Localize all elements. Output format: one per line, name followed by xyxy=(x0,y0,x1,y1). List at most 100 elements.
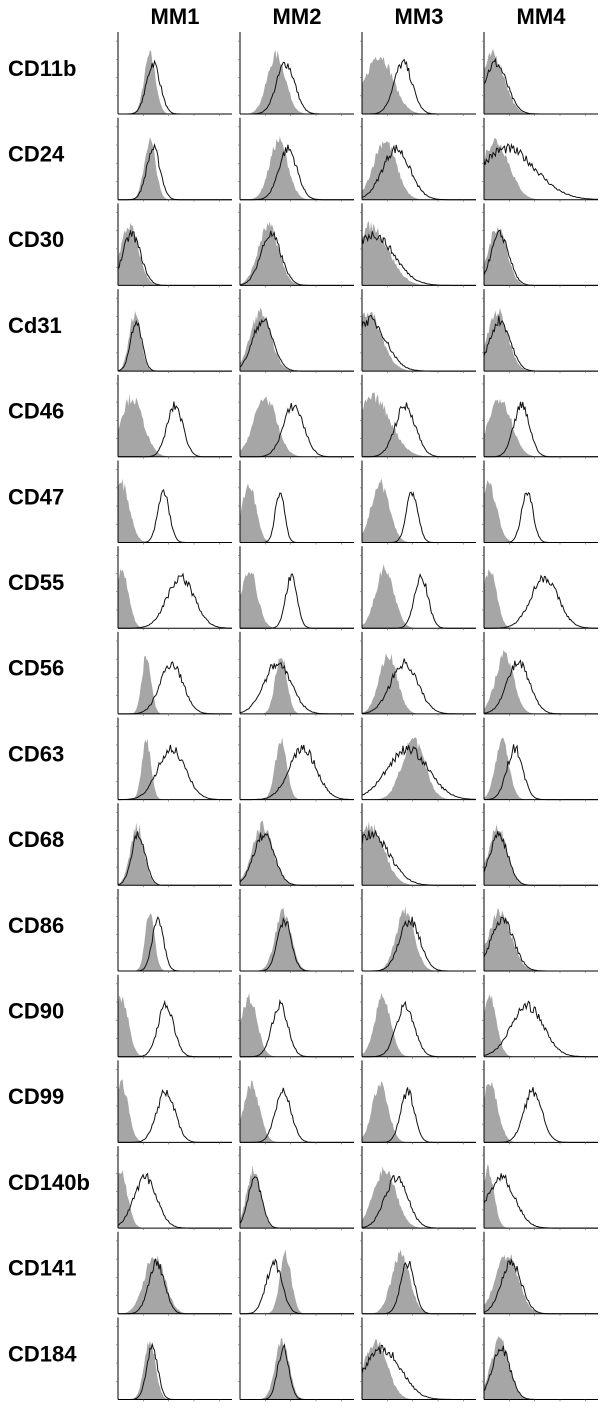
isotype-histogram xyxy=(240,307,354,372)
histogram-panel xyxy=(116,203,232,288)
histogram-panel xyxy=(116,889,232,973)
isotype-histogram xyxy=(240,49,354,114)
isotype-histogram xyxy=(484,824,598,886)
isotype-histogram xyxy=(484,568,598,629)
histogram-panel xyxy=(238,203,354,288)
isotype-histogram xyxy=(240,657,354,714)
histogram-panel xyxy=(360,546,476,631)
column-header: MM3 xyxy=(395,4,444,29)
histogram-panel xyxy=(360,1060,476,1145)
marker-histogram xyxy=(240,916,354,972)
marker-histogram xyxy=(239,661,354,715)
histogram-panel xyxy=(238,32,354,116)
isotype-histogram xyxy=(362,1249,476,1314)
isotype-histogram xyxy=(362,478,476,543)
marker-histogram xyxy=(117,1172,232,1229)
marker-histogram xyxy=(240,61,354,115)
histogram-panel xyxy=(482,1146,598,1231)
isotype-histogram xyxy=(484,993,598,1057)
isotype-histogram xyxy=(484,307,598,372)
marker-histogram xyxy=(118,59,232,115)
marker-histogram xyxy=(118,1342,232,1400)
isotype-histogram xyxy=(118,311,232,372)
isotype-histogram xyxy=(362,1081,476,1143)
histogram-panel xyxy=(116,374,232,459)
marker-histogram xyxy=(483,1173,598,1229)
isotype-histogram xyxy=(118,995,232,1057)
isotype-histogram xyxy=(362,564,476,629)
isotype-histogram xyxy=(362,653,476,714)
histogram-panel xyxy=(238,117,354,202)
row-label: CD90 xyxy=(8,999,64,1024)
histogram-panel xyxy=(116,803,232,888)
isotype-histogram xyxy=(240,820,354,886)
row-label: CD86 xyxy=(8,913,64,938)
histogram-panel xyxy=(116,1317,232,1402)
histogram-panel xyxy=(238,631,354,716)
isotype-histogram xyxy=(240,396,354,457)
histogram-panel xyxy=(482,1231,598,1316)
isotype-histogram xyxy=(484,398,598,457)
marker-histogram xyxy=(240,744,355,801)
histogram-panel xyxy=(116,1060,232,1145)
histogram-panel xyxy=(360,460,476,545)
histogram-panel xyxy=(238,1231,354,1316)
isotype-histogram xyxy=(362,311,476,372)
isotype-histogram xyxy=(240,136,354,200)
isotype-histogram xyxy=(118,738,232,800)
isotype-histogram xyxy=(240,483,354,543)
isotype-histogram xyxy=(484,1335,598,1400)
isotype-histogram xyxy=(118,50,232,114)
marker-histogram xyxy=(361,745,476,800)
row-label: CD63 xyxy=(8,741,64,766)
histogram-panel xyxy=(482,631,598,716)
marker-histogram xyxy=(118,661,232,715)
row-label: CD46 xyxy=(8,399,64,424)
isotype-histogram xyxy=(362,140,476,200)
histogram-panel xyxy=(116,32,232,116)
isotype-histogram xyxy=(484,650,598,714)
isotype-histogram xyxy=(484,737,598,800)
isotype-histogram xyxy=(484,1081,598,1143)
histogram-panel xyxy=(482,1060,598,1145)
isotype-histogram xyxy=(118,1170,232,1229)
row-label: CD68 xyxy=(8,827,64,852)
isotype-histogram xyxy=(362,56,476,114)
isotype-histogram xyxy=(118,393,232,457)
marker-histogram xyxy=(483,142,599,200)
marker-histogram xyxy=(362,1260,476,1315)
histogram-panel xyxy=(482,460,598,545)
histogram-panel xyxy=(360,32,476,116)
histogram-panel xyxy=(482,803,598,888)
isotype-histogram xyxy=(362,221,476,286)
histogram-panel xyxy=(360,631,476,716)
isotype-histogram xyxy=(484,1253,598,1314)
histogram-panel xyxy=(360,974,476,1059)
isotype-histogram xyxy=(362,906,476,971)
isotype-histogram xyxy=(362,392,476,457)
histogram-panel xyxy=(116,631,232,716)
marker-histogram xyxy=(118,915,232,972)
row-label: CD140b xyxy=(8,1170,90,1195)
histogram-panel xyxy=(482,289,598,374)
histogram-panel xyxy=(360,289,476,374)
isotype-histogram xyxy=(362,992,476,1057)
histogram-panel xyxy=(360,203,476,288)
histogram-panel xyxy=(116,117,232,202)
row-label: CD141 xyxy=(8,1256,76,1281)
isotype-histogram xyxy=(118,1255,232,1314)
isotype-histogram xyxy=(484,480,598,543)
histogram-panel xyxy=(238,1060,354,1145)
histogram-panel xyxy=(238,289,354,374)
row-label: CD24 xyxy=(8,142,65,167)
marker-histogram xyxy=(118,572,233,629)
row-label: CD30 xyxy=(8,227,64,252)
row-label: Cd31 xyxy=(8,313,62,338)
isotype-histogram xyxy=(362,821,476,886)
histogram-panel xyxy=(116,460,232,545)
isotype-histogram xyxy=(362,1166,476,1229)
histogram-panel xyxy=(482,32,598,116)
row-label: CD56 xyxy=(8,656,64,681)
isotype-histogram xyxy=(240,1080,354,1143)
